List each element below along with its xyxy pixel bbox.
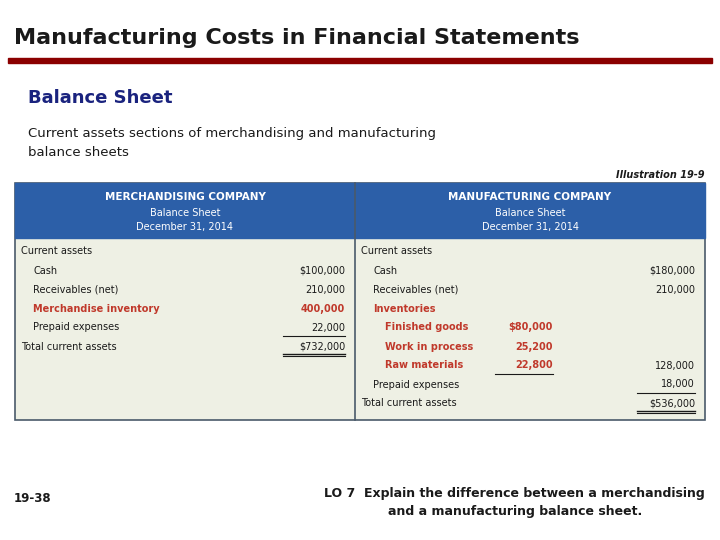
Text: balance sheets: balance sheets xyxy=(28,146,129,159)
Text: 19-38: 19-38 xyxy=(14,491,52,504)
Bar xyxy=(355,183,705,238)
Text: Receivables (net): Receivables (net) xyxy=(33,285,118,294)
Text: Current assets: Current assets xyxy=(361,246,432,256)
Text: 400,000: 400,000 xyxy=(301,303,345,314)
Text: Balance Sheet: Balance Sheet xyxy=(150,208,220,218)
Bar xyxy=(15,183,355,238)
Text: Total current assets: Total current assets xyxy=(361,399,456,408)
Text: December 31, 2014: December 31, 2014 xyxy=(482,222,578,232)
Text: 22,800: 22,800 xyxy=(516,361,553,370)
Text: $100,000: $100,000 xyxy=(299,266,345,275)
Text: $180,000: $180,000 xyxy=(649,266,695,275)
Text: December 31, 2014: December 31, 2014 xyxy=(137,222,233,232)
Text: Merchandise inventory: Merchandise inventory xyxy=(33,303,160,314)
Text: Balance Sheet: Balance Sheet xyxy=(28,89,173,107)
Text: $732,000: $732,000 xyxy=(299,341,345,352)
Text: $536,000: $536,000 xyxy=(649,399,695,408)
Text: Cash: Cash xyxy=(373,266,397,275)
Text: Illustration 19-9: Illustration 19-9 xyxy=(616,170,705,180)
Text: Finished goods: Finished goods xyxy=(385,322,469,333)
Text: Prepaid expenses: Prepaid expenses xyxy=(33,322,120,333)
Text: Current assets sections of merchandising and manufacturing: Current assets sections of merchandising… xyxy=(28,126,436,139)
Text: Receivables (net): Receivables (net) xyxy=(373,285,459,294)
Text: MANUFACTURING COMPANY: MANUFACTURING COMPANY xyxy=(449,192,611,202)
Bar xyxy=(15,183,705,420)
Text: 210,000: 210,000 xyxy=(655,285,695,294)
Text: LO 7  Explain the difference between a merchandising
and a manufacturing balance: LO 7 Explain the difference between a me… xyxy=(324,487,705,517)
Text: 128,000: 128,000 xyxy=(655,361,695,370)
Text: Cash: Cash xyxy=(33,266,57,275)
Text: $80,000: $80,000 xyxy=(508,322,553,333)
Text: Inventories: Inventories xyxy=(373,303,436,314)
Text: Balance Sheet: Balance Sheet xyxy=(495,208,565,218)
Text: 22,000: 22,000 xyxy=(311,322,345,333)
Text: Total current assets: Total current assets xyxy=(21,341,117,352)
Text: MERCHANDISING COMPANY: MERCHANDISING COMPANY xyxy=(104,192,266,202)
Text: Prepaid expenses: Prepaid expenses xyxy=(373,380,459,389)
Text: Raw materials: Raw materials xyxy=(385,361,463,370)
Text: 210,000: 210,000 xyxy=(305,285,345,294)
Bar xyxy=(8,58,712,63)
Text: 25,200: 25,200 xyxy=(516,341,553,352)
Text: 18,000: 18,000 xyxy=(661,380,695,389)
Text: Work in process: Work in process xyxy=(385,341,473,352)
Text: Current assets: Current assets xyxy=(21,246,92,256)
Text: Manufacturing Costs in Financial Statements: Manufacturing Costs in Financial Stateme… xyxy=(14,28,580,48)
